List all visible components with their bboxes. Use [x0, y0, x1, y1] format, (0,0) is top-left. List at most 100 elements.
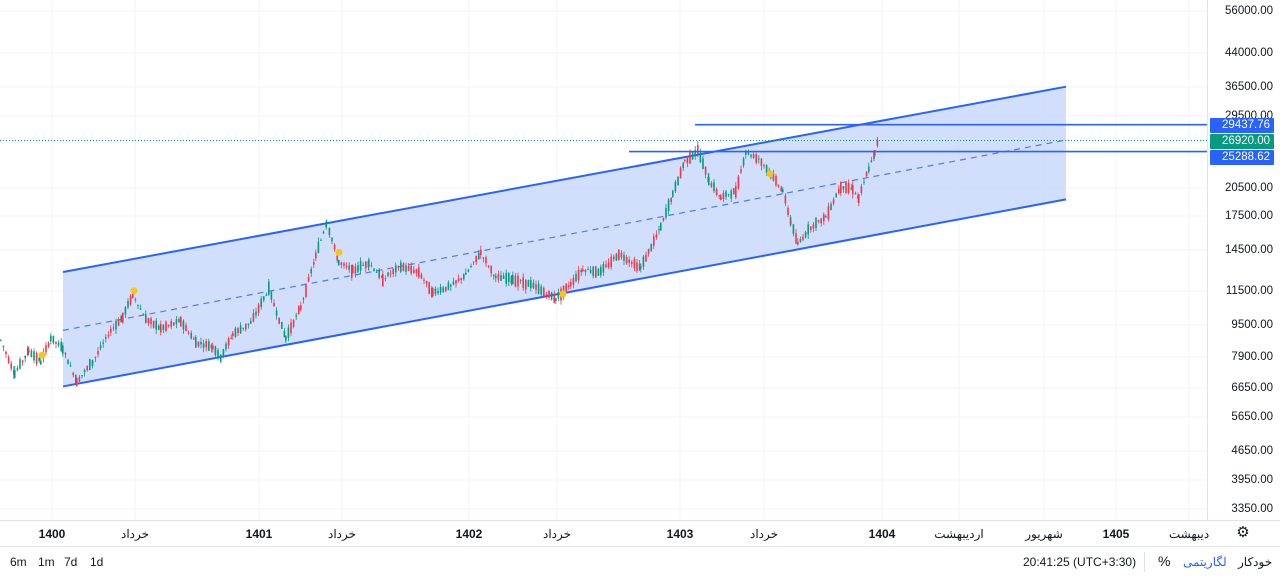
candle-body — [850, 187, 852, 189]
candle-body — [625, 256, 628, 264]
candle-body — [472, 261, 475, 263]
candle-body — [807, 224, 809, 235]
range-button-6m[interactable]: 6m — [10, 555, 27, 569]
candle-body — [298, 306, 300, 315]
candle-body — [820, 218, 822, 224]
candle-body — [83, 370, 86, 373]
candle-body — [117, 320, 120, 326]
candle-body — [758, 158, 760, 160]
candle-body — [418, 267, 420, 278]
last-price-tag: 26920.00 — [1210, 133, 1274, 149]
candle-body — [667, 199, 670, 212]
candle-body — [640, 266, 642, 269]
time-tick-month: خرداد — [749, 527, 779, 541]
range-button-1m[interactable]: 1m — [38, 555, 55, 569]
event-markers[interactable] — [38, 170, 774, 359]
event-marker-dot[interactable] — [559, 290, 567, 298]
candle-body — [747, 151, 750, 155]
candle-body — [863, 181, 865, 183]
event-marker-dot[interactable] — [38, 351, 46, 359]
candle-body — [250, 321, 252, 324]
candle-body — [795, 233, 797, 244]
candle-body — [232, 333, 234, 336]
toolbar-divider — [1144, 552, 1145, 572]
candle-body — [691, 151, 694, 160]
candlestick-series — [0, 136, 879, 387]
trend-channel[interactable] — [62, 85, 1067, 388]
candle-body — [162, 324, 165, 330]
range-button-1d[interactable]: 1d — [90, 555, 104, 569]
candle-body — [679, 167, 682, 178]
candle-body — [722, 192, 725, 200]
time-tick-month: خرداد — [120, 527, 150, 541]
candle-body — [97, 351, 99, 355]
clock-display: 20:41:25 (UTC+3:30) — [1023, 555, 1137, 569]
candle-body — [442, 287, 444, 292]
candle-body — [273, 302, 275, 307]
candle-body — [351, 265, 353, 278]
log-scale-button[interactable]: لگاریتمی — [1183, 555, 1227, 569]
candle-body — [512, 274, 514, 285]
candle-body — [772, 173, 775, 181]
channel-upper-line[interactable] — [62, 85, 1067, 273]
candle-body — [577, 269, 580, 281]
level-price-tag: 29437.76 — [1210, 117, 1274, 133]
horizontal-levels[interactable] — [0, 123, 1207, 153]
candle-body — [317, 241, 320, 253]
candle-body — [517, 275, 519, 287]
auto-scale-button[interactable]: خودکار — [1238, 555, 1273, 569]
time-tick-year: 1401 — [245, 527, 273, 541]
candle-body — [525, 279, 527, 290]
range-button-7d[interactable]: 7d — [64, 555, 78, 569]
candle-body — [234, 328, 237, 337]
candle-body — [804, 232, 807, 238]
candle-body — [155, 320, 157, 330]
candle-body — [190, 332, 192, 339]
candle-body — [799, 239, 802, 242]
candle-body — [582, 269, 584, 272]
candle-body — [150, 318, 152, 325]
candle-body — [405, 265, 407, 272]
candle-body — [467, 269, 470, 272]
candle-body — [638, 263, 641, 271]
candle-body — [623, 254, 625, 261]
candle-body — [313, 262, 315, 265]
candle-body — [413, 269, 415, 273]
candle-body — [745, 150, 747, 155]
gear-icon[interactable]: ⚙ — [1236, 524, 1250, 541]
channel-median-line[interactable] — [62, 139, 1067, 331]
candle-body — [230, 337, 232, 339]
time-axis[interactable]: 1400 خرداد 1401 خرداد 1402 خرداد 1403 خرداد 1404… — [0, 520, 1280, 547]
chart-plot-area[interactable] — [0, 0, 1207, 520]
event-marker-dot[interactable] — [766, 170, 774, 178]
price-tick-label: 17500.00 — [1225, 210, 1273, 222]
candle-body — [777, 185, 780, 187]
candle-body — [674, 181, 677, 192]
candle-body — [713, 182, 715, 192]
price-axis[interactable]: 56000.00 44000.00 36500.00 29500.00 20500.00… — [1207, 0, 1280, 520]
percent-scale-button[interactable]: % — [1158, 553, 1171, 569]
event-marker-dot[interactable] — [130, 287, 138, 295]
candle-body — [257, 304, 260, 313]
candle-body — [345, 266, 348, 268]
candle-body — [333, 244, 336, 250]
candle-body — [225, 343, 227, 350]
candle-body — [580, 269, 582, 273]
candle-body — [78, 376, 81, 382]
candle-body — [645, 254, 647, 262]
candle-body — [527, 280, 530, 287]
candle-body — [287, 327, 290, 338]
candle-body — [331, 237, 333, 242]
candle-body — [505, 272, 507, 284]
candle-body — [684, 159, 686, 162]
candle-body — [827, 206, 830, 220]
candle-body — [699, 152, 702, 163]
candle-body — [720, 195, 722, 201]
candle-body — [605, 264, 607, 268]
candle-body — [631, 262, 633, 264]
candle-body — [752, 154, 755, 158]
candle-body — [147, 318, 150, 324]
event-marker-dot[interactable] — [335, 248, 343, 256]
candle-body — [835, 193, 837, 198]
candle-body — [400, 262, 402, 272]
